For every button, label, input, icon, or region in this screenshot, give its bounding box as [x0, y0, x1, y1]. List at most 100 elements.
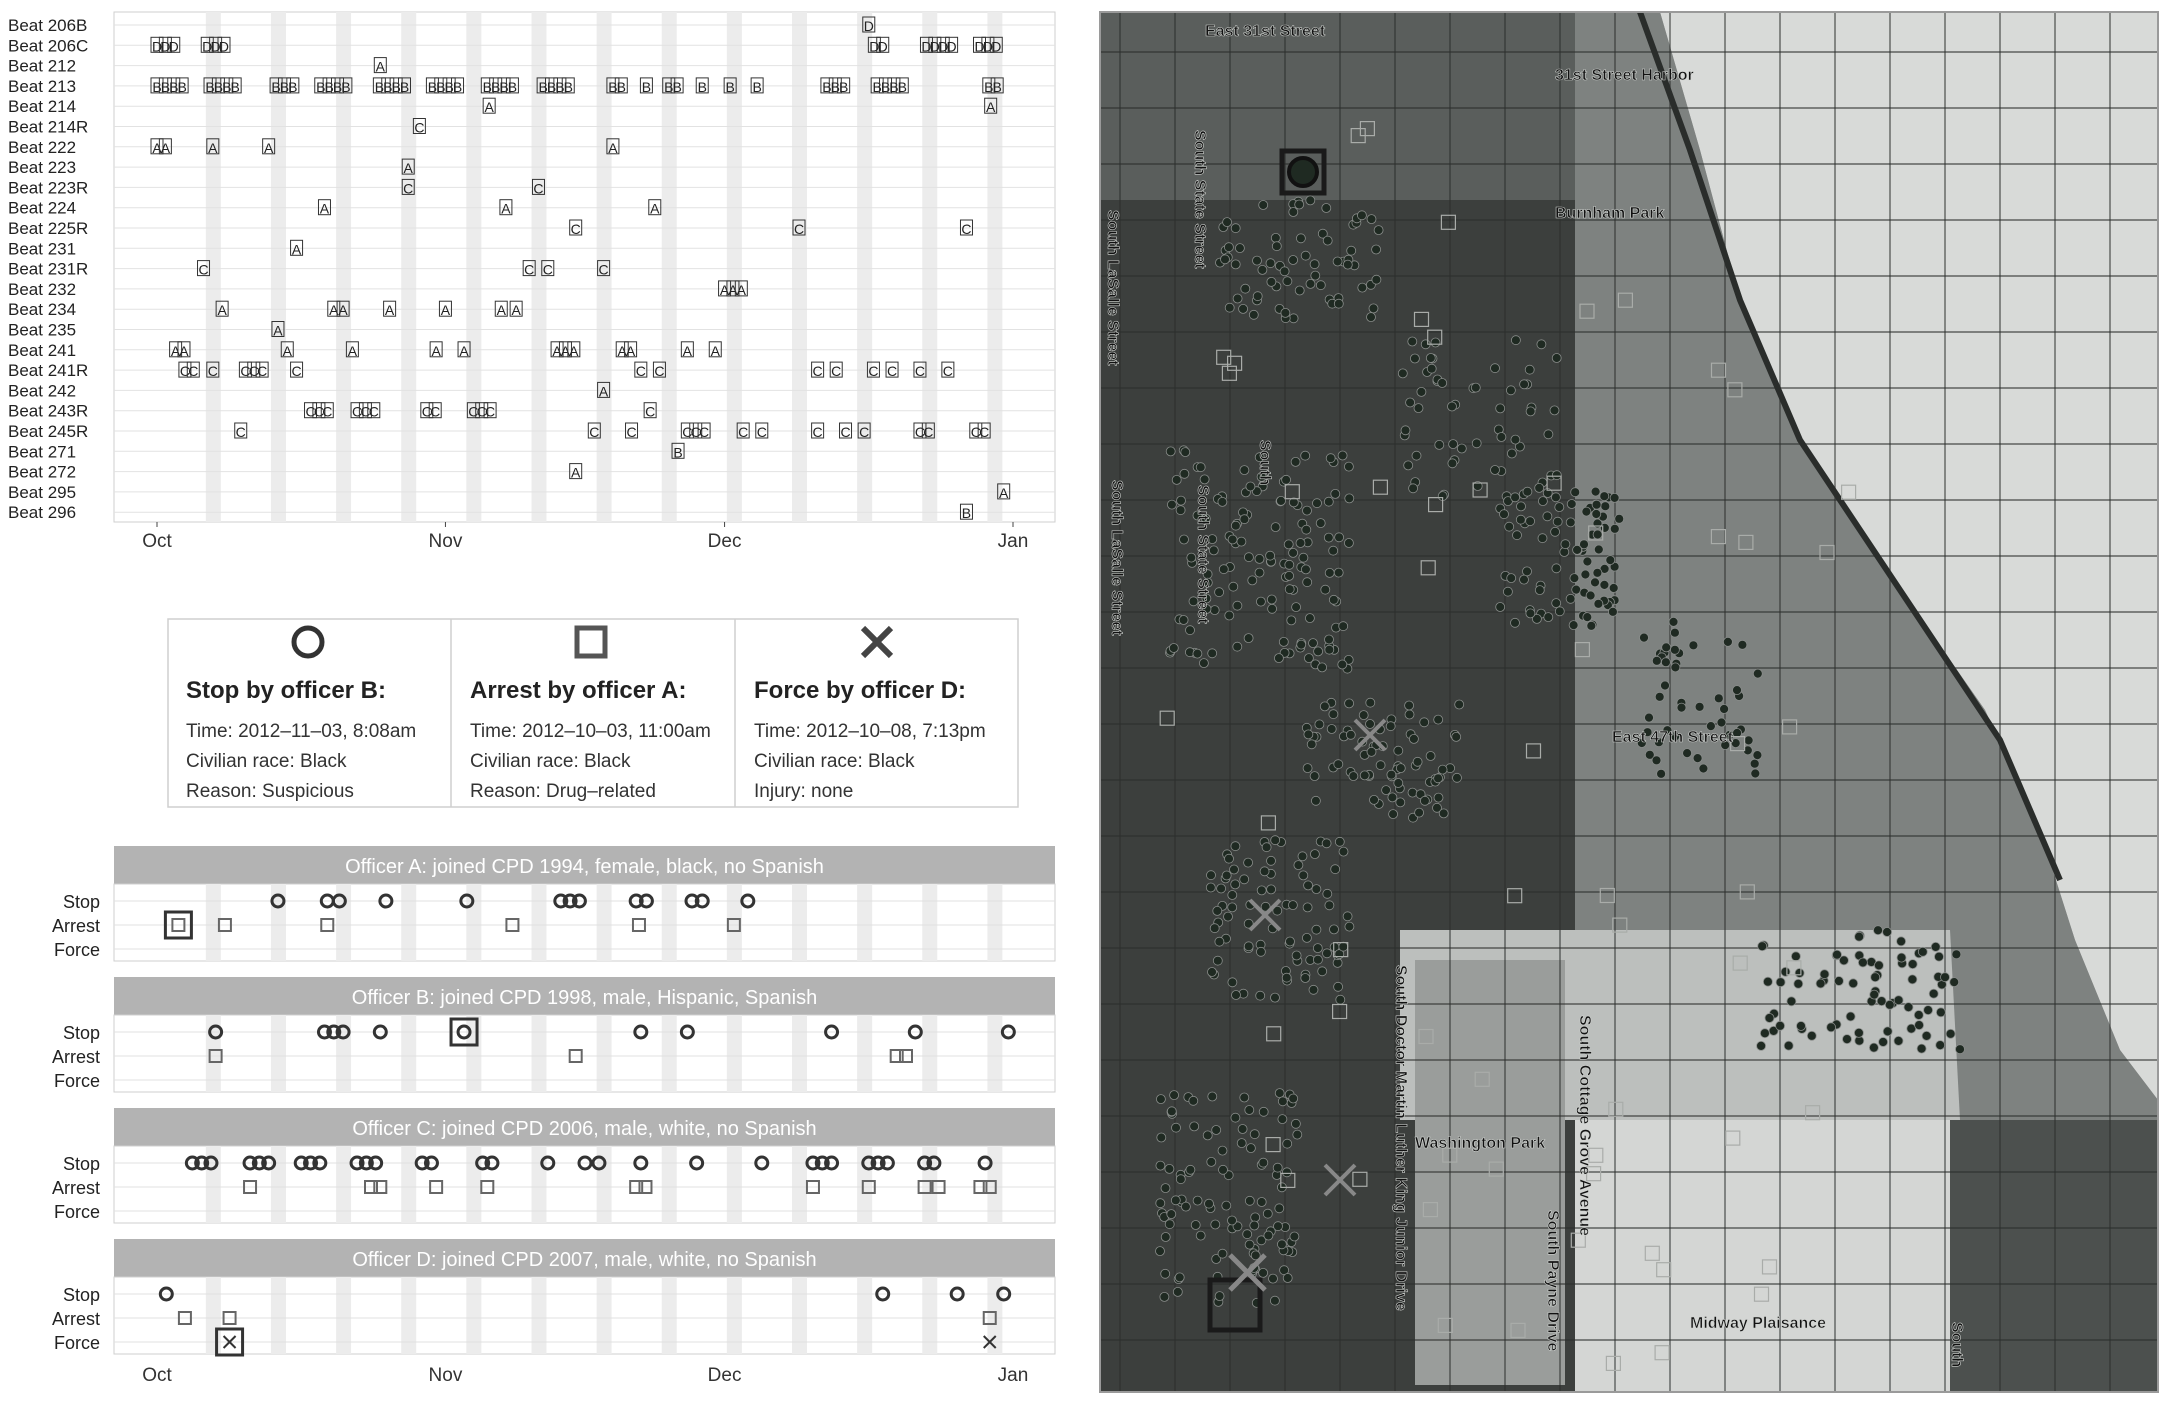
- beat-event-box: [158, 138, 172, 155]
- beat-event-letter: C: [249, 363, 259, 379]
- incident-square: [1510, 1322, 1526, 1339]
- incident-point: [1300, 250, 1311, 261]
- stop-marker: [414, 1155, 430, 1171]
- incident-point: [1636, 738, 1647, 748]
- incident-point: [1256, 596, 1266, 607]
- beat-event-box: [862, 16, 876, 33]
- incident-point: [1266, 594, 1277, 605]
- beat-event-box: [401, 178, 415, 195]
- incident-square: [1440, 214, 1457, 230]
- incident-point: [1280, 307, 1291, 318]
- incident-point: [1496, 432, 1507, 442]
- beat-event-box: [708, 341, 722, 358]
- incident-point: [1167, 499, 1177, 510]
- arrest-marker: [931, 1180, 946, 1194]
- incident-point: [1284, 584, 1295, 595]
- stop-marker: [368, 1155, 384, 1171]
- incident-point: [1412, 756, 1423, 767]
- beat-event-box: [984, 97, 998, 114]
- beat-row-label: Beat 231: [8, 239, 76, 258]
- incident-square: [1612, 917, 1628, 933]
- beat-event-box: [829, 361, 843, 378]
- beat-event-letter: C: [198, 262, 208, 278]
- incident-point: [1551, 470, 1562, 481]
- incident-point: [1258, 1268, 1268, 1278]
- beat-event-box: [234, 422, 248, 439]
- officer-panel-title: Officer C: joined CPD 2006, male, white,…: [352, 1118, 816, 1140]
- incident-point: [1204, 1198, 1214, 1209]
- beat-event-letter: B: [316, 79, 325, 95]
- incident-point: [1258, 1106, 1269, 1117]
- incident-point: [1313, 954, 1323, 965]
- incident-point: [1220, 254, 1230, 265]
- incident-point: [1288, 548, 1298, 558]
- stop-marker: [158, 1286, 174, 1302]
- incident-point: [1205, 882, 1216, 893]
- officer-plot-background: [113, 1276, 1056, 1355]
- incident-point: [1224, 302, 1235, 313]
- beat-event-letter: D: [169, 38, 179, 54]
- beat-event-box: [941, 361, 955, 378]
- incident-square: [1574, 641, 1591, 658]
- incident-point: [1223, 911, 1233, 922]
- incident-point: [1284, 571, 1294, 581]
- beat-event-letter: A: [711, 343, 721, 359]
- incident-point: [1160, 1268, 1171, 1279]
- beat-event-letter: B: [491, 79, 500, 95]
- incident-point: [1670, 662, 1681, 673]
- beat-event-box: [206, 138, 220, 155]
- incident-point: [1256, 885, 1267, 896]
- beat-event-box: [383, 300, 397, 317]
- incident-point: [1300, 973, 1311, 983]
- incident-point: [1845, 1011, 1856, 1022]
- beat-event-letter: C: [738, 424, 748, 440]
- incident-square: [1427, 497, 1444, 513]
- beat-plot-background: [113, 11, 1056, 523]
- incident-point: [1393, 778, 1404, 788]
- officer-week-stripe: [922, 1277, 938, 1354]
- stop-marker: [484, 1155, 500, 1171]
- beat-event-box: [304, 402, 318, 419]
- incident-point: [1395, 763, 1406, 773]
- incident-point: [1303, 880, 1313, 891]
- incident-point: [1272, 1162, 1283, 1173]
- incident-point: [1311, 884, 1322, 894]
- beat-event-box: [959, 503, 973, 520]
- incident-point: [1302, 933, 1312, 943]
- incident-point: [1270, 1295, 1280, 1306]
- incident-point: [1397, 368, 1408, 379]
- beat-event-box: [280, 341, 294, 358]
- incident-point: [1156, 1132, 1167, 1143]
- incident-point: [1551, 353, 1562, 363]
- beat-event-box: [945, 36, 959, 53]
- beat-event-letter: C: [859, 424, 869, 440]
- stop-detail: Stop by officer B: Time: 2012–11–03, 8:0…: [168, 619, 428, 807]
- incident-square: [1739, 884, 1755, 900]
- beat-event-letter: C: [430, 404, 440, 420]
- incident-point: [1305, 195, 1316, 206]
- incident-point: [1660, 680, 1670, 691]
- incident-square: [1710, 362, 1727, 378]
- incident-point: [1524, 364, 1535, 375]
- incident-point: [1270, 835, 1281, 846]
- incident-point: [1504, 521, 1515, 532]
- highlight-force-x: [1228, 1253, 1267, 1292]
- beat-event-box: [177, 341, 191, 358]
- incident-point: [1301, 524, 1312, 535]
- beat-event-letter: D: [219, 38, 229, 54]
- beat-event-box: [569, 219, 583, 236]
- incident-point: [1291, 950, 1302, 961]
- incident-point: [1600, 501, 1611, 512]
- incident-point: [1716, 717, 1727, 728]
- incident-point: [1425, 353, 1436, 363]
- incident-point: [1599, 580, 1610, 590]
- map-label-east-31st: East 31st Street: [1205, 23, 1326, 40]
- beat-event-letter: D: [947, 38, 957, 54]
- incident-point: [1325, 453, 1336, 464]
- incident-point: [1348, 771, 1359, 781]
- beat-event-box: [509, 300, 523, 317]
- incident-point: [1338, 621, 1349, 632]
- incident-point: [1266, 884, 1276, 895]
- incident-point: [1254, 452, 1265, 463]
